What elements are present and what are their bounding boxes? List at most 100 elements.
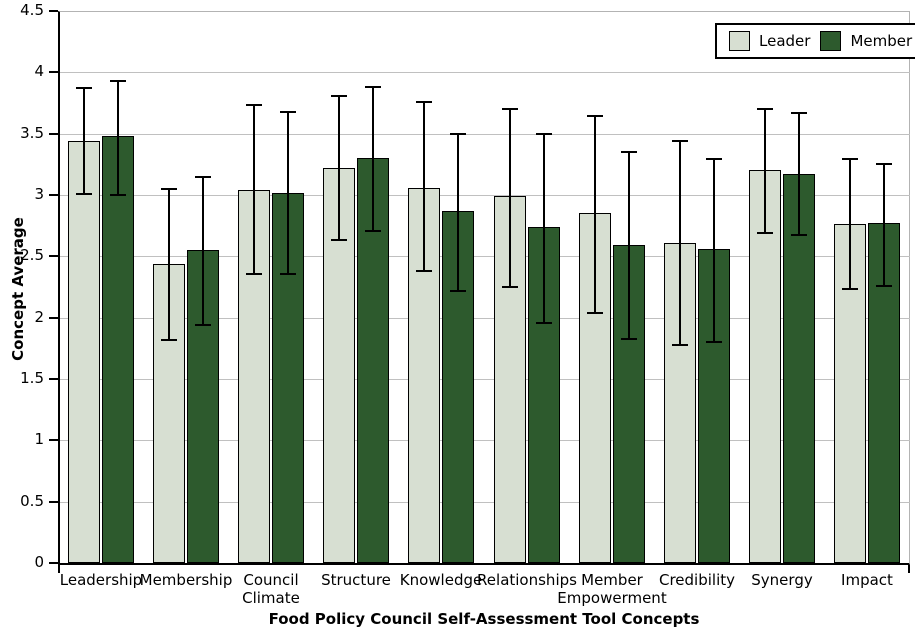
bar-member (783, 174, 815, 563)
x-axis-tick (58, 565, 60, 573)
error-bar-cap-bottom (110, 194, 126, 196)
error-bar-cap-top (450, 133, 466, 135)
error-bar-cap-bottom (416, 270, 432, 272)
error-bar-cap-bottom (76, 193, 92, 195)
bar-leader (68, 141, 100, 563)
x-category-label: Credibility (658, 571, 735, 589)
legend-label-member: Member (850, 32, 913, 50)
y-tick-label: 3 (34, 185, 44, 203)
error-bar-stem (543, 134, 545, 323)
error-bar-cap-top (587, 115, 603, 117)
error-bar-stem (372, 87, 374, 231)
error-bar-cap-top (876, 163, 892, 165)
error-bar-cap-bottom (450, 290, 466, 292)
y-gridline (60, 440, 910, 441)
error-bar-cap-top (672, 140, 688, 142)
error-bar-cap-top (502, 108, 518, 110)
y-tick-label: 0 (34, 553, 44, 571)
x-axis-title: Food Policy Council Self-Assessment Tool… (268, 610, 700, 628)
error-bar-stem (509, 109, 511, 287)
x-category-label: Knowledge (399, 571, 483, 589)
y-gridline (60, 502, 910, 503)
error-bar-stem (594, 116, 596, 313)
error-bar-stem (83, 88, 85, 194)
error-bar-cap-top (331, 95, 347, 97)
y-tick-label: 4.5 (20, 1, 44, 19)
x-axis-tick (908, 565, 910, 573)
error-bar-cap-top (195, 176, 211, 178)
error-bar-stem (713, 159, 715, 342)
error-bar-cap-top (246, 104, 262, 106)
error-bar-cap-top (110, 80, 126, 82)
bar-leader (749, 170, 781, 563)
error-bar-cap-bottom (791, 234, 807, 236)
error-bar-stem (849, 159, 851, 289)
y-tick (49, 71, 58, 73)
x-category-label: Structure (321, 571, 391, 589)
legend-item-member: Member (820, 31, 912, 51)
error-bar-cap-bottom (246, 273, 262, 275)
y-tick (49, 439, 58, 441)
error-bar-cap-top (280, 111, 296, 113)
error-bar-cap-top (76, 87, 92, 89)
error-bar-cap-top (757, 108, 773, 110)
error-bar-cap-bottom (757, 232, 773, 234)
error-bar-stem (764, 109, 766, 233)
y-gridline (60, 195, 910, 196)
y-tick-label: 2.5 (20, 246, 44, 264)
error-bar-cap-bottom (280, 273, 296, 275)
y-tick-label: 0.5 (20, 492, 44, 510)
legend: Leader Member (715, 23, 915, 59)
x-category-label: Synergy (751, 571, 813, 589)
error-bar-stem (457, 134, 459, 291)
y-tick (49, 501, 58, 503)
y-tick (49, 133, 58, 135)
error-bar-cap-bottom (706, 341, 722, 343)
x-category-label: Relationships (477, 571, 577, 589)
error-bar-cap-top (706, 158, 722, 160)
y-gridline (60, 379, 910, 380)
error-bar-cap-top (416, 101, 432, 103)
y-tick-label: 1 (34, 430, 44, 448)
x-category-label: Leadership (59, 571, 143, 589)
error-bar-cap-top (161, 188, 177, 190)
error-bar-cap-bottom (195, 324, 211, 326)
x-category-label: Impact (841, 571, 893, 589)
error-bar-stem (338, 96, 340, 240)
y-tick (49, 10, 58, 12)
error-bar-cap-bottom (502, 286, 518, 288)
legend-item-leader: Leader (729, 31, 810, 51)
error-bar-cap-bottom (876, 285, 892, 287)
error-bar-cap-bottom (672, 344, 688, 346)
y-tick-label: 1.5 (20, 369, 44, 387)
error-bar-cap-bottom (365, 230, 381, 232)
y-gridline (60, 256, 910, 257)
error-bar-stem (287, 112, 289, 274)
bar-leader (494, 196, 526, 563)
legend-swatch-member (820, 31, 842, 51)
error-bar-stem (117, 81, 119, 195)
error-bar-stem (679, 141, 681, 345)
error-bar-stem (798, 113, 800, 235)
error-bar-cap-bottom (842, 288, 858, 290)
error-bar-cap-top (621, 151, 637, 153)
error-bar-cap-bottom (331, 239, 347, 241)
error-bar-cap-top (536, 133, 552, 135)
y-tick (49, 194, 58, 196)
error-bar-cap-bottom (587, 312, 603, 314)
x-category-label: Membership (139, 571, 233, 589)
y-gridline (60, 318, 910, 319)
y-axis-title: Concept Average (9, 217, 27, 361)
error-bar-cap-bottom (161, 339, 177, 341)
y-gridline (60, 72, 910, 73)
error-bar-stem (168, 189, 170, 340)
y-tick (49, 378, 58, 380)
error-bar-stem (883, 164, 885, 286)
y-tick-label: 3.5 (20, 124, 44, 142)
y-tick (49, 562, 58, 564)
error-bar-stem (628, 152, 630, 339)
y-tick-label: 2 (34, 308, 44, 326)
error-bar-cap-bottom (536, 322, 552, 324)
bar-member (102, 136, 134, 563)
